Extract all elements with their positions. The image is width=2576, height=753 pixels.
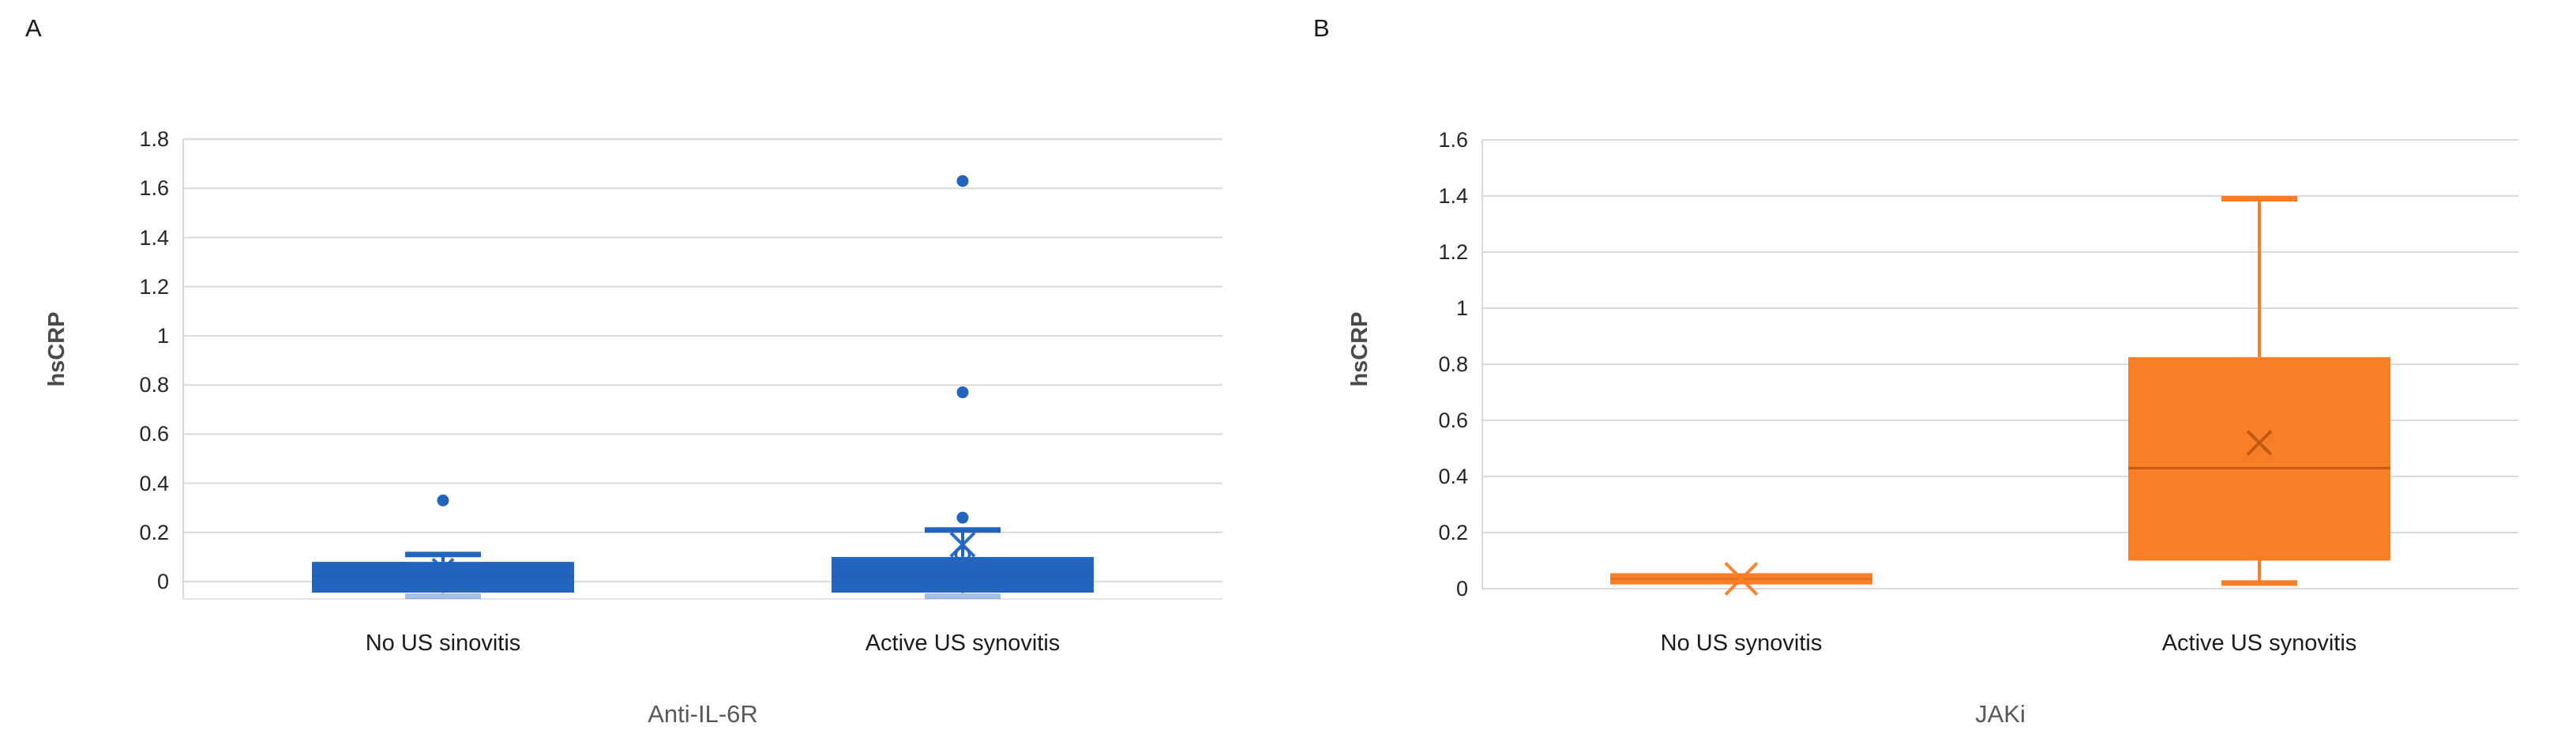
- y-tick-label: 1: [156, 324, 169, 348]
- y-tick-label: 0.2: [139, 520, 169, 544]
- panel-b-title: JAKi: [1975, 700, 2026, 728]
- y-tick-label: 0.6: [139, 422, 169, 446]
- y-tick-label: 1.2: [1438, 240, 1468, 264]
- y-tick-label: 0.2: [1438, 521, 1468, 544]
- x-category-label: Active US synovitis: [865, 631, 1061, 656]
- x-category-label: No US sinovitis: [365, 631, 521, 656]
- y-tick-label: 0.6: [1438, 409, 1468, 432]
- panel-a-y-axis-title: hsCRP: [44, 311, 69, 387]
- y-tick-label: 0.4: [1438, 465, 1468, 488]
- y-tick-label: 1.6: [139, 176, 169, 201]
- y-tick-label: 1.8: [139, 127, 169, 152]
- x-category-label: Active US synovitis: [2161, 631, 2357, 656]
- panel-b-y-axis-title: hsCRP: [1347, 311, 1372, 387]
- panel-b-letter: B: [1313, 14, 1331, 42]
- x-category-label: No US synovitis: [1660, 631, 1823, 656]
- y-tick-label: 1.4: [1438, 184, 1468, 208]
- y-tick-label: 0: [156, 570, 169, 593]
- y-tick-label: 0.8: [139, 373, 169, 397]
- y-tick-label: 1: [1455, 296, 1468, 320]
- y-tick-label: 0.8: [1438, 352, 1468, 376]
- y-tick-label: 1.4: [139, 225, 169, 250]
- panel-a-letter: A: [25, 14, 43, 42]
- panel-a-title: Anti-IL-6R: [648, 700, 758, 728]
- y-tick-label: 1.2: [139, 274, 169, 299]
- y-tick-label: 0.4: [139, 471, 169, 495]
- y-tick-label: 1.6: [1438, 128, 1468, 152]
- y-tick-label: 0: [1455, 577, 1468, 601]
